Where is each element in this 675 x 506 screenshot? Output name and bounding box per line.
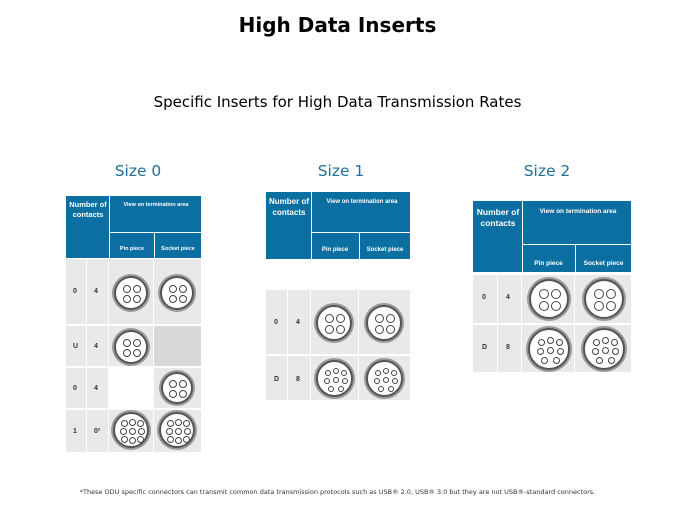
connector-8-socket-icon	[583, 328, 625, 370]
number-of-contacts-header: Number of contacts	[69, 200, 107, 220]
table-cell-contacts: 4	[94, 288, 98, 295]
size-2-header: Number of contacts View on termination a…	[473, 201, 631, 272]
table-cell-contacts: 8	[506, 344, 510, 351]
table-cell-code: 0	[482, 294, 486, 301]
size-2-table: Number of contacts View on termination a…	[473, 201, 631, 372]
connector-4-pin-icon	[529, 279, 569, 319]
pin-piece-header: Pin piece	[119, 246, 145, 252]
connector-8-pin-icon	[316, 360, 353, 397]
table-cell-contacts: 4	[296, 319, 300, 326]
table-cell-code: 1	[73, 428, 77, 435]
table-cell-code: 0	[274, 319, 278, 326]
connector-4-pin-icon	[114, 330, 148, 364]
footnote: *These ODU specific connectors can trans…	[79, 488, 596, 496]
table-cell-code: 0	[73, 385, 77, 392]
table-cell-contacts: 4	[94, 343, 98, 350]
connector-4-pin-icon	[114, 276, 148, 310]
table-cell-contacts: 4	[506, 294, 510, 301]
pin-piece-header: Pin piece	[534, 260, 563, 267]
socket-piece-header: Socket piece	[366, 247, 404, 253]
connector-10-socket-icon	[159, 412, 195, 448]
socket-piece-header: Socket piece	[161, 246, 195, 252]
size-0-header: Number of contacts View on termination a…	[66, 196, 201, 258]
number-of-contacts-header: Number of contacts	[269, 197, 309, 217]
view-on-termination-header: View on termination area	[539, 208, 617, 215]
size-0-table: Number of contacts View on termination a…	[66, 196, 201, 452]
table-cell-code: U	[73, 343, 79, 350]
connector-4-socket-icon	[161, 372, 193, 404]
connector-8-socket-icon	[366, 360, 403, 397]
page-title: High Data Inserts	[238, 13, 437, 37]
page-subtitle: Specific Inserts for High Data Transmiss…	[153, 93, 522, 111]
table-cell-code: D	[274, 376, 280, 383]
view-on-termination-header: View on termination area	[326, 199, 398, 205]
number-of-contacts-header: Number of contacts	[476, 207, 520, 229]
size-1-label: Size 1	[317, 162, 365, 180]
connector-4-pin-icon	[316, 305, 352, 341]
pin-piece-header: Pin piece	[321, 247, 349, 253]
socket-piece-header: Socket piece	[583, 260, 624, 267]
connector-4-socket-icon	[584, 279, 624, 319]
connector-4-socket-icon	[366, 305, 402, 341]
table-cell-contacts: 8	[296, 376, 300, 383]
table-cell-code: D	[482, 344, 488, 351]
table-cell-contacts: 0²	[94, 428, 101, 435]
connector-8-pin-icon	[528, 328, 570, 370]
table-cell-code: 0	[73, 288, 77, 295]
size-1-table: Number of contacts View on termination a…	[266, 192, 410, 400]
table-cell-contacts: 4	[94, 385, 98, 392]
size-0-label: Size 0	[114, 162, 162, 180]
connector-4-socket-icon	[160, 276, 194, 310]
view-on-termination-header: View on termination area	[123, 202, 189, 208]
size-2-label: Size 2	[523, 162, 571, 180]
size-1-header: Number of contacts View on termination a…	[266, 192, 410, 259]
connector-10-pin-icon	[113, 412, 149, 448]
